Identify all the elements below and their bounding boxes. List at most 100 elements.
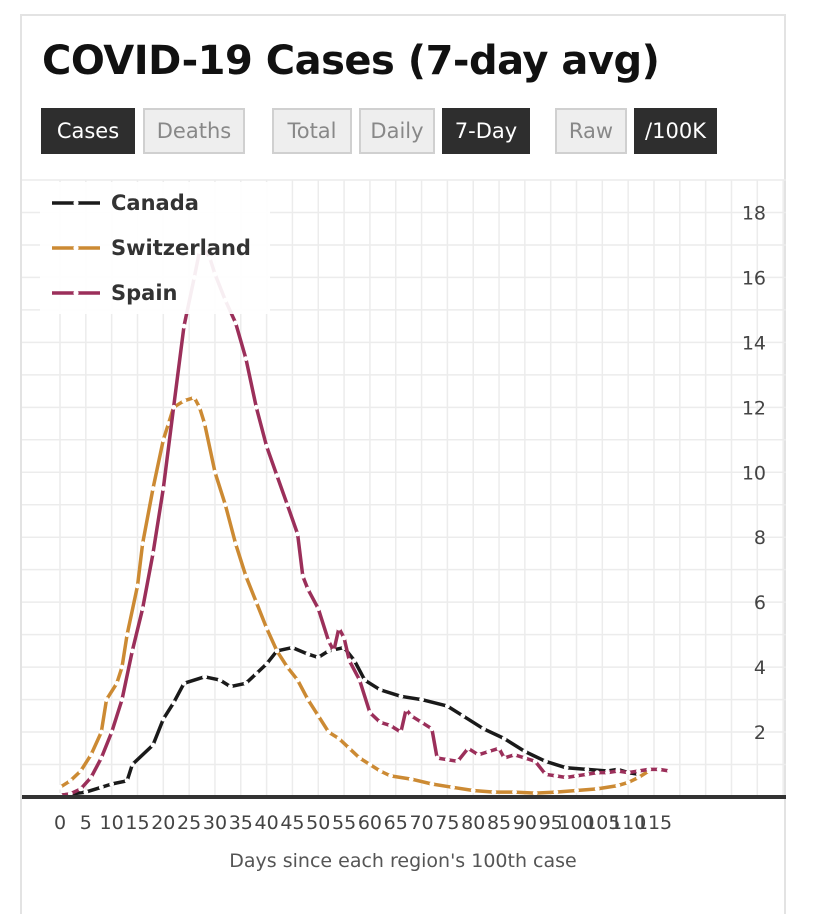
spain-data-point: [656, 766, 662, 772]
canada-data-point: [124, 778, 130, 784]
spain-data-point: [264, 443, 270, 449]
switzerland-data-point: [150, 486, 156, 491]
switzerland-data-point: [553, 789, 559, 795]
switzerland-legend-marker: [73, 245, 79, 251]
x-tick-label: 70: [409, 812, 433, 834]
x-tick-label: 10: [100, 812, 124, 834]
canada-data-point: [522, 749, 528, 754]
switzerland-data-point: [140, 541, 146, 547]
switzerland-data-point: [181, 398, 187, 404]
switzerland-data-point: [160, 437, 166, 443]
canada-data-point: [419, 697, 424, 702]
canada-data-point: [563, 765, 569, 771]
x-tick-label: 90: [513, 812, 537, 834]
series-layer: [57, 245, 672, 798]
canada-data-point: [315, 654, 321, 660]
spain-data-point: [160, 486, 166, 491]
canada-data-point: [228, 684, 233, 689]
spain-legend-label: Spain: [111, 281, 177, 305]
switzerland-series-line: [58, 395, 651, 795]
canada-legend-marker: [73, 200, 79, 206]
switzerland-data-point: [135, 583, 140, 589]
spain-data-point: [403, 706, 409, 712]
switzerland-data-point: [67, 778, 73, 784]
canada-data-point: [290, 645, 295, 651]
switzerland-data-point: [408, 776, 414, 782]
per-100k-toggle-button[interactable]: /100K: [634, 108, 717, 154]
spain-data-point: [636, 768, 641, 774]
switzerland-data-point: [78, 768, 84, 774]
spain-data-point: [496, 745, 502, 751]
spain-data-point: [455, 758, 461, 764]
spain-data-point: [67, 791, 73, 797]
switzerland-data-point: [119, 664, 125, 670]
spain-data-point: [233, 320, 239, 326]
spain-data-point: [78, 786, 84, 792]
legend: Canada Switzerland Spain: [40, 182, 270, 314]
switzerland-data-point: [202, 421, 208, 426]
switzerland-data-point: [625, 779, 631, 785]
x-tick-label: 35: [229, 812, 253, 834]
switzerland-data-point: [326, 729, 331, 735]
canada-data-point: [362, 677, 368, 683]
switzerland-data-point: [57, 784, 63, 790]
x-tick-label: 55: [332, 812, 356, 834]
spain-data-point: [388, 723, 393, 728]
spain-series-line: [58, 246, 672, 798]
seven-day-toggle-button[interactable]: 7-Day: [442, 108, 530, 154]
canada-data-point: [377, 687, 383, 693]
switzerland-data-point: [615, 783, 621, 789]
spain-data-point: [119, 697, 125, 702]
canada-data-point: [501, 736, 507, 741]
switzerland-data-point: [284, 664, 290, 670]
spain-data-point: [181, 323, 187, 329]
spain-data-point: [594, 770, 600, 776]
total-toggle-button[interactable]: Total: [272, 108, 352, 154]
daily-toggle-button[interactable]: Daily: [359, 108, 435, 154]
canada-data-point: [398, 693, 404, 699]
x-tick-label: 75: [435, 812, 459, 834]
switzerland-data-point: [346, 745, 352, 751]
spain-data-point: [553, 773, 559, 779]
deaths-toggle-button[interactable]: Deaths: [143, 108, 245, 154]
switzerland-data-point: [388, 773, 393, 779]
canada-data-point: [150, 742, 156, 748]
raw-toggle-button[interactable]: Raw: [555, 108, 627, 154]
canada-data-point: [460, 713, 466, 719]
spain-data-point: [434, 755, 440, 761]
switzerland-data-point: [574, 788, 579, 793]
spain-data-point: [129, 648, 135, 654]
spain-data-point: [429, 726, 435, 732]
spain-data-point: [532, 758, 538, 764]
switzerland-data-point: [124, 632, 130, 638]
cases-toggle-button[interactable]: Cases: [41, 108, 135, 154]
y-tick-label: 14: [742, 332, 766, 354]
canada-data-point: [171, 700, 177, 706]
switzerland-data-point: [336, 736, 342, 741]
canada-data-point: [253, 671, 259, 676]
spain-data-point: [646, 766, 652, 772]
spain-data-point: [171, 404, 177, 410]
spain-data-point: [408, 713, 414, 719]
spain-data-point: [501, 755, 507, 761]
spain-data-point: [109, 729, 115, 735]
spain-data-point: [667, 768, 672, 774]
canada-data-point: [264, 661, 270, 667]
canada-data-point: [543, 758, 548, 764]
spain-data-point: [367, 710, 373, 715]
spain-data-point: [295, 531, 300, 537]
spain-data-point: [341, 635, 347, 641]
spain-data-point: [88, 775, 94, 780]
spain-data-point: [150, 551, 156, 556]
switzerland-data-point: [367, 762, 373, 767]
spain-data-point: [465, 745, 471, 751]
spain-data-point: [315, 606, 321, 612]
spain-data-point: [326, 638, 331, 644]
spain-data-point: [605, 770, 610, 776]
x-tick-label: 15: [125, 812, 149, 834]
x-tick-label: 110: [610, 812, 646, 834]
switzerland-data-point: [222, 502, 228, 508]
x-tick-label: 65: [384, 812, 408, 834]
canada-data-point: [181, 680, 187, 686]
canada-data-point: [243, 680, 249, 686]
